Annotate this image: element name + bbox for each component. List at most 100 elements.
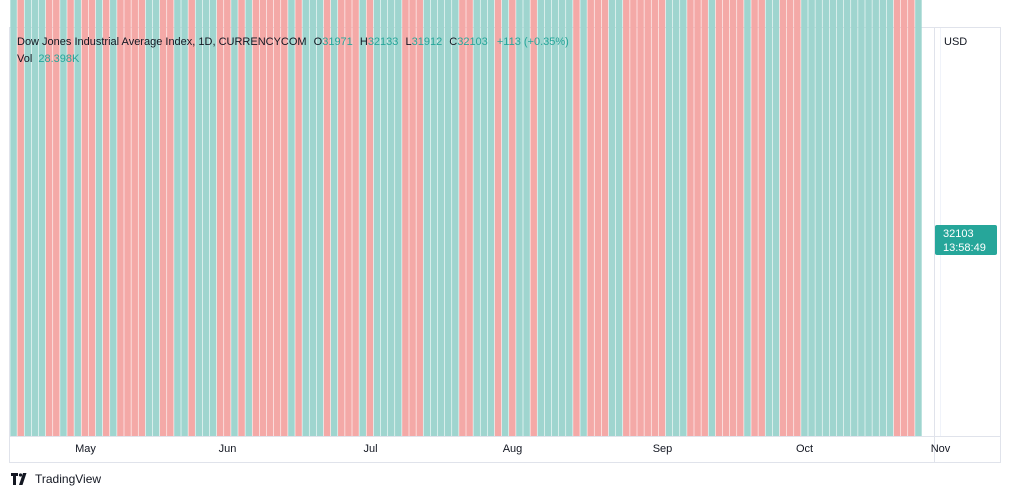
volume-bar [658,0,666,436]
volume-bar [74,0,81,436]
volume-bar [758,0,765,436]
bar-countdown: 13:58:49 [943,242,986,254]
volume-bar [665,0,673,436]
volume-bar [558,0,566,436]
volume-bar [338,0,345,436]
volume-bar [380,0,388,436]
low-value: 31912 [411,36,443,48]
low-label: L [405,36,412,48]
volume-bar [815,0,822,436]
time-tick-label: Nov [931,443,951,455]
volume-bar [523,0,530,436]
volume-bar [786,0,794,436]
change-value: +113 (+0.35%) [496,36,569,48]
volume-bar [238,0,245,436]
volume-bar [915,0,922,437]
volume-bar [345,0,352,436]
volume-bar [437,0,445,436]
volume-bar [737,0,744,437]
volume-bar [124,0,131,436]
volume-bar [110,0,117,436]
volume-bar [615,0,623,436]
volume-bar [181,0,188,436]
volume-bar [801,0,808,436]
volume-bar [722,0,730,436]
time-tick-label: Aug [503,443,523,455]
volume-bar [501,0,509,436]
volume-bar [67,0,74,436]
volume-bar [452,0,459,436]
volume-bar [45,0,53,436]
high-value: 32133 [367,36,399,48]
volume-bar [765,0,773,436]
volume-bar [594,0,602,436]
volume-bar [366,0,374,436]
tradingview-logo[interactable]: TradingView [11,472,101,486]
volume-bar [31,0,39,436]
volume-bar [516,0,523,437]
volume-bar [245,0,252,436]
volume-bar [843,0,851,437]
volume-bar [580,0,587,436]
volume-bar [216,0,224,436]
volume-bar [252,0,260,436]
volume-bar [302,0,309,436]
volume-bar [544,0,552,436]
volume-bar [117,0,124,437]
volume-bar [708,0,716,436]
volume-bar [60,0,67,436]
volume-row: Vol 28.398K [17,51,569,67]
time-axis[interactable]: May Jun Jul Aug Sep Oct Nov [10,436,1000,456]
volume-bar [623,0,630,436]
symbol-name[interactable]: Dow Jones Industrial Average Index, 1D, … [17,36,307,48]
volume-bar [744,0,751,436]
volume-bar [444,0,452,436]
volume-bar [587,0,594,436]
volume-bar [494,0,502,436]
volume-label: Vol [17,53,33,65]
volume-bar [601,0,609,436]
price-axis[interactable]: USD 280002900030000310003200033000340003… [934,0,975,462]
volume-bar [729,0,737,437]
volume-bar [480,0,488,436]
volume-bar [323,0,331,436]
currency-label: USD [944,36,967,48]
volume-bar [900,0,908,436]
volume-bar [167,0,174,436]
volume-value: 28.398K [38,53,80,65]
volume-bar [893,0,901,437]
volume-bar [195,0,203,437]
volume-bar [751,0,758,437]
volume-bar [95,0,103,436]
volume-bar [672,0,680,436]
volume-bar [459,0,466,436]
volume-bar [131,0,138,436]
volume-bar [872,0,879,437]
volume-bar [566,0,573,436]
volume-bar [630,0,637,436]
volume-bar [509,0,516,436]
tradingview-name: TradingView [35,472,102,486]
volume-bar [487,0,495,436]
time-tick-label: Jul [363,443,377,455]
high-label: H [359,36,368,48]
volume-bar [259,0,267,436]
volume-bar [231,0,238,436]
volume-bar [273,0,281,436]
volume-bar [38,0,46,436]
volume-bar [772,0,780,437]
volume-bar [402,0,409,436]
volume-bar [159,0,167,436]
open-label: O [313,36,323,48]
volume-bar [53,0,60,436]
volume-bar [330,0,338,436]
time-tick-label: May [75,443,96,455]
volume-bar [687,0,694,436]
volume-bar [288,0,295,436]
volume-bar [152,0,160,437]
volume-bar [808,0,815,436]
volume-bar [17,0,24,436]
volume-bar [88,0,96,436]
close-value: 32103 [457,36,488,48]
